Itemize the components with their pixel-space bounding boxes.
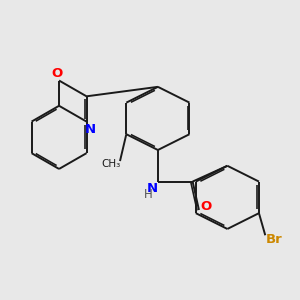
Text: H: H [143,188,152,201]
Text: N: N [147,182,158,195]
Text: CH₃: CH₃ [101,159,121,169]
Text: O: O [200,200,211,213]
Text: Br: Br [266,232,283,246]
Text: N: N [85,123,96,136]
Text: O: O [51,67,62,80]
